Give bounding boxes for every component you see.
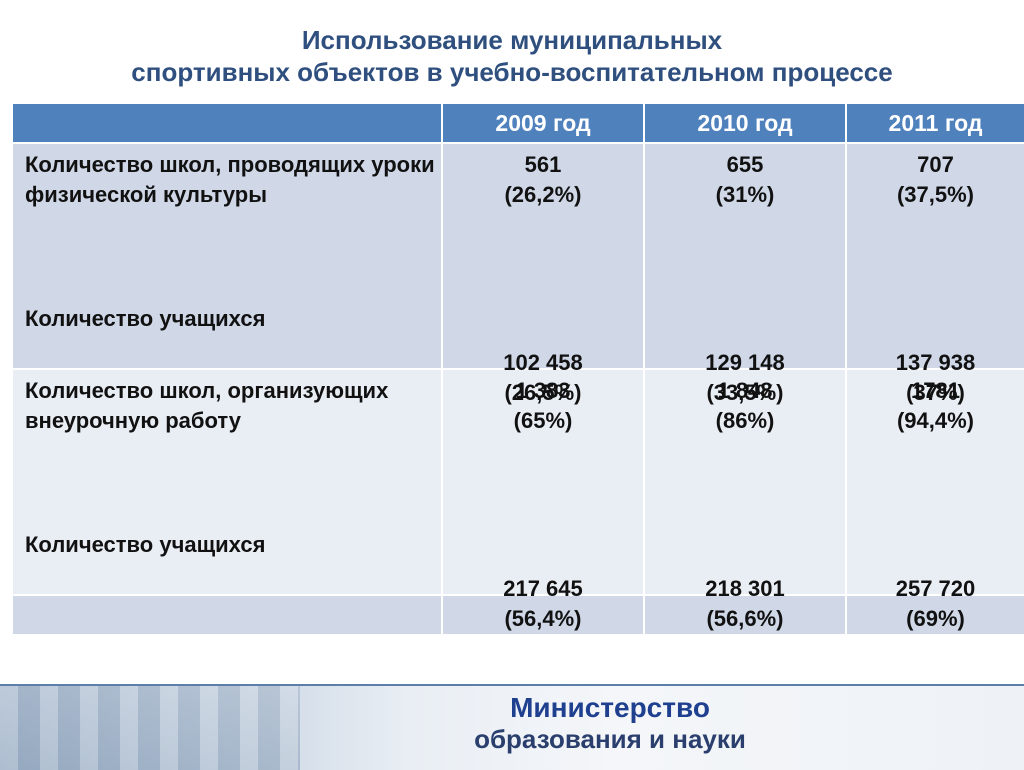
- column-header-2011: 2011 год: [845, 102, 1024, 144]
- row-label-students: Количество учащихся: [25, 532, 266, 557]
- cell-value: 707: [917, 152, 954, 177]
- cell-percent: (65%): [513, 408, 573, 433]
- table-cell: 655 (31%) 129 148 (33,5%): [643, 142, 847, 405]
- column-header-2010: 2010 год: [643, 102, 847, 144]
- slide-title-line-1: Использование муниципальных: [301, 25, 723, 55]
- table-cell: 561 (26,2%) 102 458 (26,5%): [441, 142, 645, 405]
- cell-percent: (94,4%): [896, 408, 975, 433]
- cell-percent: (37%): [906, 380, 965, 405]
- cell-value: 137 938: [895, 350, 976, 375]
- table-cell: 1 848 (86%) 218 301 (56,6%): [643, 368, 847, 631]
- row-label-schools: Количество школ, проводящих уроки физиче…: [25, 152, 435, 207]
- cell-percent: (26,2%): [504, 182, 582, 207]
- table-cell: [11, 594, 443, 636]
- cell-value: 1 383: [515, 378, 571, 403]
- cell-percent: (33,5%): [706, 380, 784, 405]
- ministry-line-2: образования и науки: [474, 724, 746, 754]
- table-cell: [845, 594, 1024, 636]
- slide-title-line-2: спортивных объектов в учебно-воспитатель…: [131, 57, 893, 87]
- ministry-line-1: Министерство: [510, 692, 710, 723]
- cell-value: 561: [524, 152, 562, 177]
- cell-value: 217 645: [503, 576, 583, 601]
- row-label-students: Количество учащихся: [25, 306, 266, 331]
- row-label-schools: Количество школ, организующих внеурочную…: [25, 378, 389, 433]
- cell-percent: (56,4%): [504, 606, 582, 631]
- table-cell: 1 383 (65%) 217 645 (56,4%): [441, 368, 645, 631]
- row-label-cell: Количество школ, проводящих уроки физиче…: [11, 142, 443, 370]
- slide-title: Использование муниципальных спортивных о…: [0, 24, 1024, 88]
- table-row: Количество школ, организующих внеурочную…: [11, 368, 1024, 631]
- cell-value: 129 148: [705, 350, 785, 375]
- ministry-logo-text: Министерство образования и науки: [420, 692, 800, 754]
- cell-value: 218 301: [705, 576, 785, 601]
- cell-percent: (26,5%): [504, 380, 582, 405]
- footer-banner: Министерство образования и науки: [0, 684, 1024, 770]
- cell-value: 1 848: [717, 378, 773, 403]
- cell-value: 257 720: [895, 576, 976, 601]
- table-cell: [441, 594, 645, 636]
- cell-percent: (69%): [906, 606, 965, 631]
- table-cell: 1781 (94,4%) 257 720 (69%): [845, 368, 1024, 631]
- table-cell: 707 (37,5%) 137 938 (37%): [845, 142, 1024, 405]
- cell-value: 1781: [911, 378, 960, 403]
- column-header-2009: 2009 год: [441, 102, 645, 144]
- building-photo: [0, 686, 300, 770]
- cell-percent: (37,5%): [896, 182, 975, 207]
- cell-percent: (86%): [715, 408, 775, 433]
- row-label-cell: Количество школ, организующих внеурочную…: [11, 368, 443, 596]
- table-row-empty: [11, 594, 1024, 636]
- statistics-table: 2009 год 2010 год 2011 год Количество шк…: [11, 102, 1024, 636]
- cell-value: 102 458: [503, 350, 583, 375]
- cell-percent: (56,6%): [706, 606, 784, 631]
- table-row: Количество школ, проводящих уроки физиче…: [11, 142, 1024, 405]
- cell-percent: (31%): [715, 182, 775, 207]
- table-header-row: 2009 год 2010 год 2011 год: [11, 102, 1024, 144]
- table-cell: [643, 594, 847, 636]
- table-header-corner: [11, 102, 443, 144]
- cell-value: 655: [726, 152, 764, 177]
